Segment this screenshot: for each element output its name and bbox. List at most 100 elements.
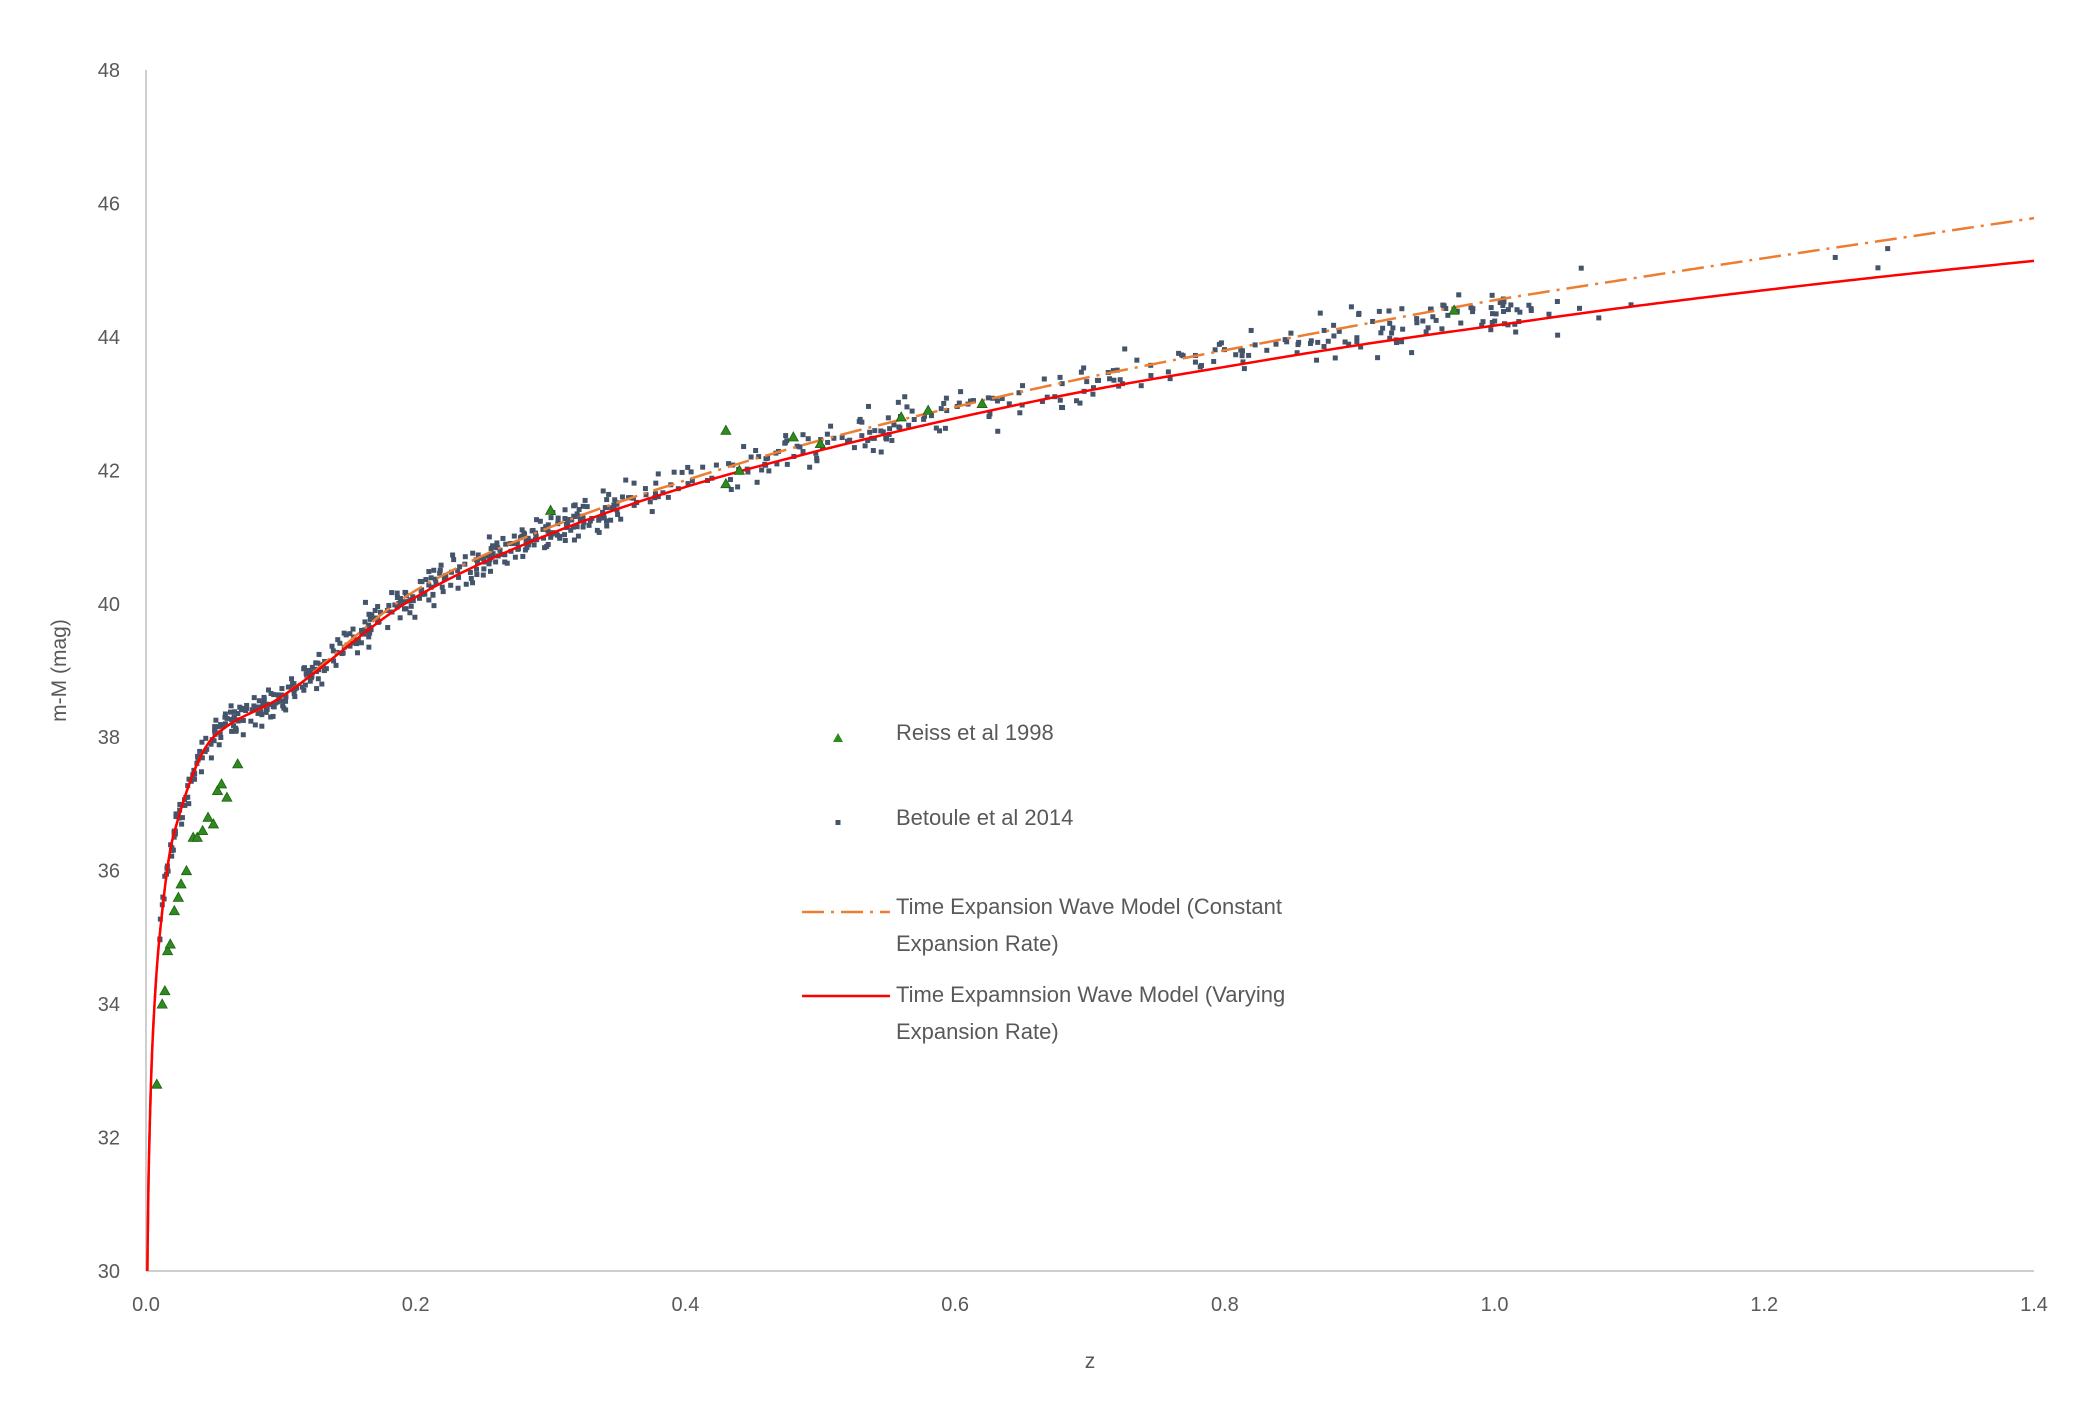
betoule-point (474, 571, 480, 577)
betoule-point (450, 552, 456, 558)
betoule-point (756, 454, 762, 460)
betoule-point (375, 604, 381, 610)
betoule-point (1489, 292, 1495, 298)
betoule-point (198, 769, 204, 775)
betoule-point (392, 602, 398, 608)
betoule-point (1197, 364, 1203, 370)
betoule-point (517, 535, 523, 541)
betoule-point (1501, 299, 1507, 305)
betoule-point (353, 640, 359, 646)
betoule-point (807, 464, 813, 470)
x-tick-labels: 0.0 0.2 0.4 0.6 0.8 1.0 1.2 1.4 (132, 1294, 2048, 1316)
betoule-point (494, 540, 500, 546)
series-betoule-et-al-2014 (157, 246, 1891, 943)
betoule-point (523, 538, 529, 544)
betoule-point (615, 512, 621, 518)
betoule-point (511, 533, 517, 539)
betoule-point (467, 569, 473, 575)
betoule-point (488, 546, 494, 552)
betoule-point (423, 577, 429, 583)
betoule-point (631, 502, 637, 508)
y-tick-label: 36 (98, 861, 120, 883)
betoule-point (366, 644, 372, 650)
betoule-point (426, 569, 432, 575)
betoule-point (728, 487, 734, 493)
betoule-point (283, 698, 289, 704)
betoule-point (814, 458, 820, 464)
betoule-point (1321, 327, 1327, 333)
betoule-point (567, 517, 573, 523)
betoule-point (688, 469, 694, 475)
betoule-point (1296, 339, 1302, 345)
reiss-point (156, 998, 168, 1009)
reiss-point (175, 878, 187, 889)
betoule-point (562, 538, 568, 544)
betoule-point (631, 480, 637, 486)
betoule-point (865, 437, 871, 443)
betoule-point (878, 449, 884, 455)
betoule-point (1059, 381, 1065, 387)
betoule-point (222, 721, 228, 727)
betoule-point (759, 467, 765, 473)
betoule-point (293, 685, 299, 691)
y-tick-label: 30 (98, 1261, 120, 1283)
y-tick-label: 48 (98, 60, 120, 82)
betoule-point (330, 648, 336, 654)
reiss-point (1448, 304, 1460, 315)
reiss-point (733, 464, 746, 475)
betoule-point (911, 417, 917, 423)
betoule-point (212, 724, 218, 730)
betoule-point (1176, 350, 1182, 356)
betoule-point (440, 589, 446, 595)
betoule-point (302, 682, 308, 688)
betoule-point (582, 497, 588, 503)
axes (145, 70, 2034, 1272)
betoule-point (1332, 355, 1338, 361)
betoule-point (1445, 312, 1451, 318)
betoule-point (545, 541, 551, 547)
betoule-point (487, 555, 493, 561)
betoule-point (463, 581, 469, 587)
betoule-point (1832, 254, 1838, 260)
betoule-point (366, 622, 372, 628)
betoule-point (623, 477, 629, 483)
betoule-point (1409, 350, 1415, 356)
betoule-point (240, 732, 246, 738)
betoule-point (1325, 338, 1331, 344)
betoule-point (369, 612, 375, 618)
betoule-point (1354, 335, 1360, 341)
betoule-point (1239, 348, 1245, 354)
betoule-point (1117, 377, 1123, 383)
betoule-point (604, 504, 610, 510)
betoule-point (313, 660, 319, 666)
betoule-point (944, 408, 950, 414)
betoule-point (921, 416, 927, 422)
betoule-point (1354, 339, 1360, 345)
y-tick-label: 32 (98, 1128, 120, 1150)
betoule-point (1110, 368, 1116, 374)
betoule-point (271, 692, 277, 698)
betoule-point (437, 570, 443, 576)
betoule-point (347, 631, 353, 637)
betoule-point (229, 728, 235, 734)
betoule-point (1233, 352, 1239, 358)
betoule-point (474, 566, 480, 572)
betoule-point (713, 462, 719, 468)
betoule-point (1057, 397, 1063, 403)
betoule-point (385, 625, 391, 631)
legend-label: Betoule et al 2014 (896, 805, 1073, 830)
betoule-point (1628, 302, 1634, 308)
betoule-point (199, 739, 205, 745)
reiss-point (720, 424, 732, 435)
betoule-point (397, 615, 403, 621)
betoule-point (1331, 333, 1337, 339)
betoule-point (1078, 369, 1084, 375)
betoule-point (1387, 335, 1393, 341)
betoule-point (800, 432, 806, 438)
betoule-point (232, 709, 238, 715)
betoule-point (490, 551, 496, 557)
betoule-point (203, 735, 209, 741)
betoule-point (784, 461, 790, 467)
betoule-point (649, 509, 655, 515)
plot-area (146, 216, 2035, 1272)
